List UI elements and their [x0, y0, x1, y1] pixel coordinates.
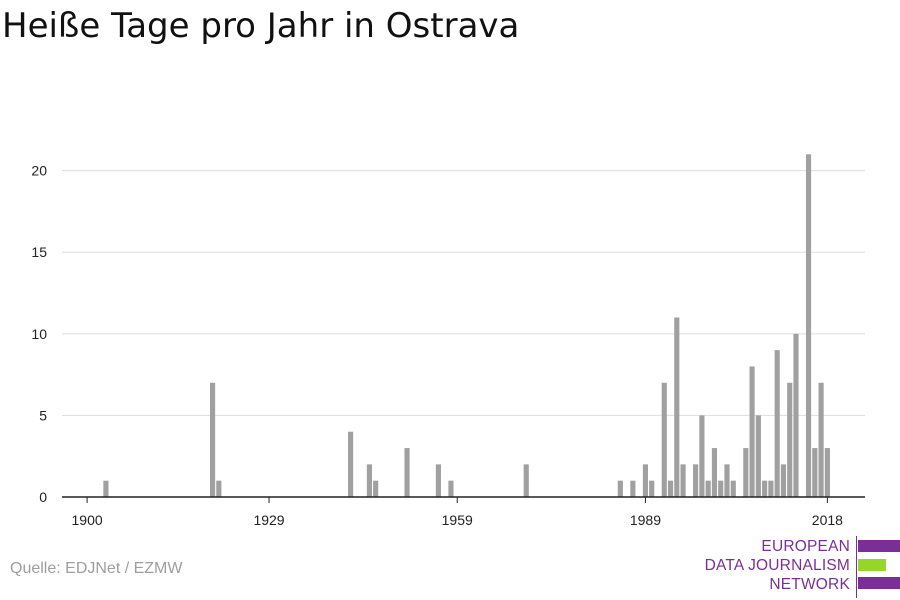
- logo-divider: [856, 536, 857, 598]
- bar-1921: [216, 480, 222, 497]
- bar-1999: [705, 480, 711, 497]
- logo-bar-top: [858, 540, 900, 552]
- x-tick-label: 1900: [72, 512, 103, 528]
- bar-2013: [793, 333, 799, 497]
- y-tick-label: 10: [31, 326, 47, 342]
- bar-1946: [373, 480, 379, 497]
- bar-1945: [366, 464, 372, 497]
- y-tick-label: 0: [39, 489, 47, 505]
- edjnet-logo: EUROPEAN DATA JOURNALISM NETWORK: [700, 536, 900, 598]
- y-axis-ticks: 0 5 10 15 20: [31, 163, 47, 505]
- bar-1951: [404, 448, 410, 497]
- chart-title: Heiße Tage pro Jahr in Ostrava: [2, 6, 520, 46]
- bar-1995: [680, 464, 686, 497]
- x-axis-ticks: 1900 1929 1959 1989 2018: [72, 497, 843, 528]
- bar-1985: [617, 480, 623, 497]
- bar-1990: [649, 480, 655, 497]
- bar-2005: [743, 448, 749, 497]
- bar-1970: [523, 464, 529, 497]
- bar-2010: [774, 350, 780, 497]
- bar-2002: [724, 464, 730, 497]
- x-tick-label: 2018: [812, 512, 843, 528]
- bar-1987: [630, 480, 636, 497]
- bar-2008: [762, 480, 768, 497]
- bar-2012: [787, 382, 793, 497]
- bar-2011: [780, 464, 787, 497]
- logo-bar-bottom: [858, 577, 900, 589]
- bar-1993: [667, 480, 674, 497]
- y-tick-label: 5: [39, 407, 47, 423]
- bar-2017: [818, 382, 824, 497]
- bar-1956: [435, 464, 441, 497]
- x-tick-label: 1989: [630, 512, 661, 528]
- bar-2007: [755, 415, 761, 497]
- bar-series: [103, 154, 830, 497]
- logo-bar-middle: [858, 559, 886, 571]
- bar-1992: [661, 382, 667, 497]
- bar-2009: [768, 480, 774, 497]
- y-tick-label: 15: [31, 244, 47, 260]
- logo-text-data-journalism: DATA JOURNALISM: [704, 557, 850, 574]
- bar-1920: [209, 382, 216, 497]
- bar-1989: [642, 464, 649, 497]
- bar-1958: [448, 480, 454, 497]
- bar-2015: [805, 154, 812, 497]
- bar-1994: [674, 317, 680, 497]
- y-tick-label: 20: [31, 163, 47, 179]
- bar-2006: [749, 366, 755, 497]
- logo-text-network: NETWORK: [769, 576, 850, 593]
- bar-2000: [711, 448, 718, 497]
- gridlines: [62, 170, 865, 416]
- bar-1903: [103, 480, 109, 497]
- bar-2003: [730, 480, 736, 497]
- bar-1997: [693, 464, 699, 497]
- source-note: Quelle: EDJNet / EZMW: [10, 560, 183, 577]
- bar-2018: [824, 448, 830, 497]
- x-tick-label: 1959: [442, 512, 473, 528]
- bar-2016: [812, 448, 818, 497]
- x-tick-label: 1929: [253, 512, 284, 528]
- bar-2001: [718, 480, 724, 497]
- bar-1998: [699, 415, 705, 497]
- bar-1942: [348, 431, 354, 497]
- logo-text-european: EUROPEAN: [761, 538, 850, 555]
